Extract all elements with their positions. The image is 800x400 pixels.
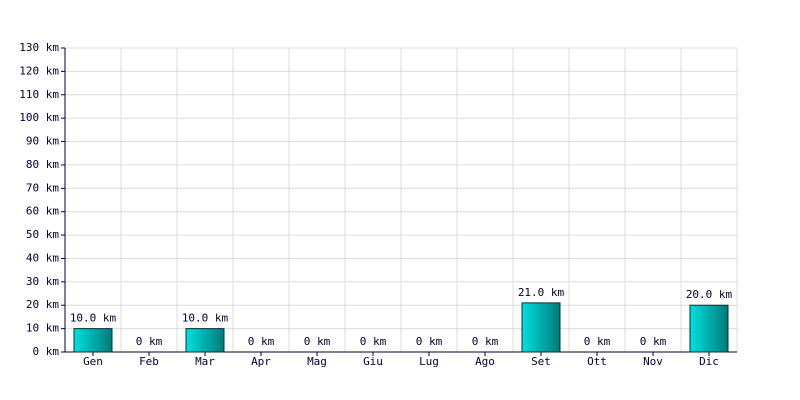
y-tick-label: 10 km [26, 322, 59, 335]
y-tick-label: 80 km [26, 158, 59, 171]
bar [521, 302, 561, 353]
x-tick-label: Ott [587, 355, 607, 368]
y-tick-label: 0 km [33, 345, 60, 358]
y-tick-label: 120 km [19, 64, 59, 77]
y-tick-label: 90 km [26, 135, 59, 148]
value-label: 0 km [304, 335, 331, 348]
value-label: 0 km [584, 335, 611, 348]
value-label: 10.0 km [70, 312, 117, 325]
value-label: 0 km [360, 335, 387, 348]
value-label: 0 km [248, 335, 275, 348]
value-label: 20.0 km [686, 288, 733, 301]
y-tick-label: 20 km [26, 298, 59, 311]
value-label: 0 km [136, 335, 163, 348]
x-tick-label: Giu [363, 355, 383, 368]
x-tick-label: Ago [475, 355, 495, 368]
y-tick-label: 30 km [26, 275, 59, 288]
bar [73, 328, 113, 353]
y-tick-label: 50 km [26, 228, 59, 241]
x-tick-label: Apr [251, 355, 271, 368]
y-tick-label: 70 km [26, 181, 59, 194]
x-tick-label: Gen [83, 355, 103, 368]
x-tick-label: Set [531, 355, 551, 368]
bar [185, 328, 225, 353]
y-tick-label: 60 km [26, 205, 59, 218]
value-label: 21.0 km [518, 286, 565, 299]
y-tick-label: 110 km [19, 88, 59, 101]
value-label: 10.0 km [182, 312, 229, 325]
y-tick-label: 130 km [19, 41, 59, 54]
value-label: 0 km [640, 335, 667, 348]
x-tick-label: Nov [643, 355, 663, 368]
x-tick-label: Feb [139, 355, 159, 368]
x-tick-label: Mag [307, 355, 327, 368]
value-label: 0 km [416, 335, 443, 348]
y-tick-label: 40 km [26, 251, 59, 264]
x-tick-label: Dic [699, 355, 719, 368]
x-tick-label: Mar [195, 355, 215, 368]
value-label: 0 km [472, 335, 499, 348]
x-tick-label: Lug [419, 355, 439, 368]
y-tick-label: 100 km [19, 111, 59, 124]
bar [689, 304, 729, 353]
